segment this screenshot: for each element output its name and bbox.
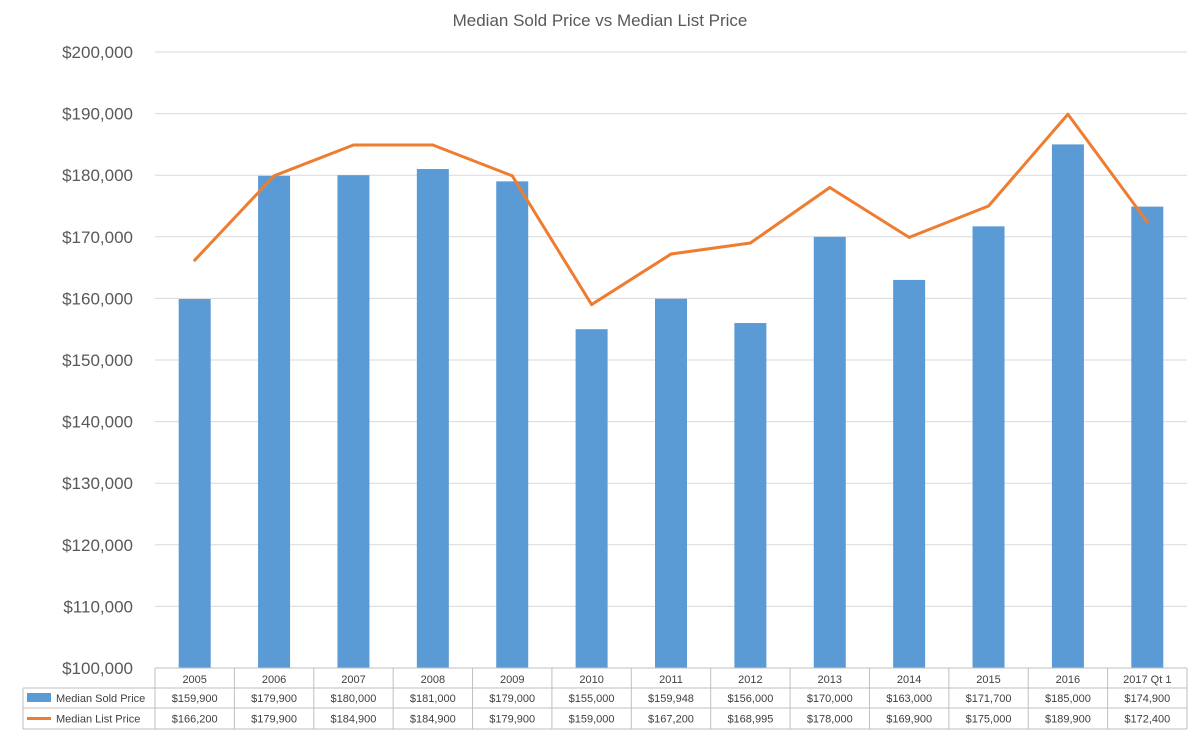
bar-median-sold-price: [1051, 144, 1084, 668]
data-label: $155,000: [569, 693, 615, 705]
point-median-list-price: [907, 235, 911, 239]
bar-median-sold-price: [813, 236, 846, 669]
data-label: $169,900: [886, 714, 932, 726]
legend-label: Median List Price: [56, 714, 140, 726]
y-tick-label: $190,000: [62, 105, 133, 124]
x-tick-label: 2011: [659, 674, 683, 686]
point-median-list-price: [748, 241, 752, 245]
data-label: $179,900: [489, 714, 535, 726]
data-label: $159,900: [172, 693, 218, 705]
y-tick-label: $160,000: [62, 289, 133, 308]
data-label: $168,995: [727, 714, 773, 726]
bar-median-sold-price: [1131, 206, 1164, 668]
x-tick-label: 2005: [182, 674, 206, 686]
data-label: $159,948: [648, 693, 694, 705]
point-median-list-price: [431, 143, 435, 147]
x-tick-label: 2015: [976, 674, 1000, 686]
y-tick-label: $150,000: [62, 351, 133, 370]
chart-title: Median Sold Price vs Median List Price: [453, 11, 748, 30]
y-tick-label: $180,000: [62, 166, 133, 185]
point-median-list-price: [590, 303, 594, 307]
data-label: $179,900: [251, 693, 297, 705]
bar-median-sold-price: [258, 175, 291, 669]
x-tick-label: 2010: [579, 674, 603, 686]
data-label: $171,700: [966, 693, 1012, 705]
bar-median-sold-price: [575, 329, 608, 668]
data-label: $175,000: [966, 714, 1012, 726]
bar-median-sold-price: [416, 169, 449, 669]
data-label: $156,000: [727, 693, 773, 705]
data-label: $189,900: [1045, 714, 1091, 726]
x-tick-label: 2007: [341, 674, 365, 686]
x-tick-label: 2014: [897, 674, 921, 686]
data-label: $184,900: [410, 714, 456, 726]
point-median-list-price: [351, 143, 355, 147]
point-median-list-price: [669, 252, 673, 256]
bar-median-sold-price: [655, 298, 687, 668]
data-label: $178,000: [807, 714, 853, 726]
x-tick-label: 2017 Qt 1: [1123, 674, 1171, 686]
data-label: $163,000: [886, 693, 932, 705]
data-label: $167,200: [648, 714, 694, 726]
bar-median-sold-price: [972, 226, 1005, 668]
x-tick-label: 2006: [262, 674, 286, 686]
bar-median-sold-price: [893, 279, 926, 668]
data-label: $174,900: [1124, 693, 1170, 705]
data-label: $179,000: [489, 693, 535, 705]
y-tick-label: $120,000: [62, 536, 133, 555]
bar-median-sold-price: [178, 299, 211, 668]
bar-median-sold-price: [734, 323, 767, 668]
legend-key-median-sold-price: [27, 693, 51, 702]
x-tick-label: 2009: [500, 674, 524, 686]
data-label: $172,400: [1124, 714, 1170, 726]
data-label: $166,200: [172, 714, 218, 726]
data-label: $179,900: [251, 714, 297, 726]
x-tick-label: 2008: [421, 674, 445, 686]
data-label: $159,000: [569, 714, 615, 726]
x-tick-label: 2012: [738, 674, 762, 686]
y-tick-label: $170,000: [62, 228, 133, 247]
bar-median-sold-price: [496, 181, 529, 669]
bar-median-sold-price: [337, 175, 370, 668]
point-median-list-price: [828, 186, 832, 190]
data-label: $185,000: [1045, 693, 1091, 705]
x-tick-label: 2016: [1056, 674, 1080, 686]
point-median-list-price: [272, 174, 276, 178]
point-median-list-price: [193, 258, 197, 262]
data-label: $181,000: [410, 693, 456, 705]
y-tick-label: $100,000: [62, 659, 133, 678]
data-label: $180,000: [331, 693, 377, 705]
y-tick-label: $110,000: [63, 597, 133, 616]
x-tick-label: 2013: [818, 674, 842, 686]
legend-label: Median Sold Price: [56, 693, 145, 705]
point-median-list-price: [1066, 112, 1070, 116]
point-median-list-price: [510, 174, 514, 178]
point-median-list-price: [987, 204, 991, 208]
y-tick-label: $200,000: [62, 43, 133, 62]
y-tick-label: $140,000: [62, 413, 133, 432]
y-tick-label: $130,000: [62, 474, 133, 493]
point-median-list-price: [1145, 220, 1149, 224]
data-label: $184,900: [331, 714, 377, 726]
data-label: $170,000: [807, 693, 853, 705]
